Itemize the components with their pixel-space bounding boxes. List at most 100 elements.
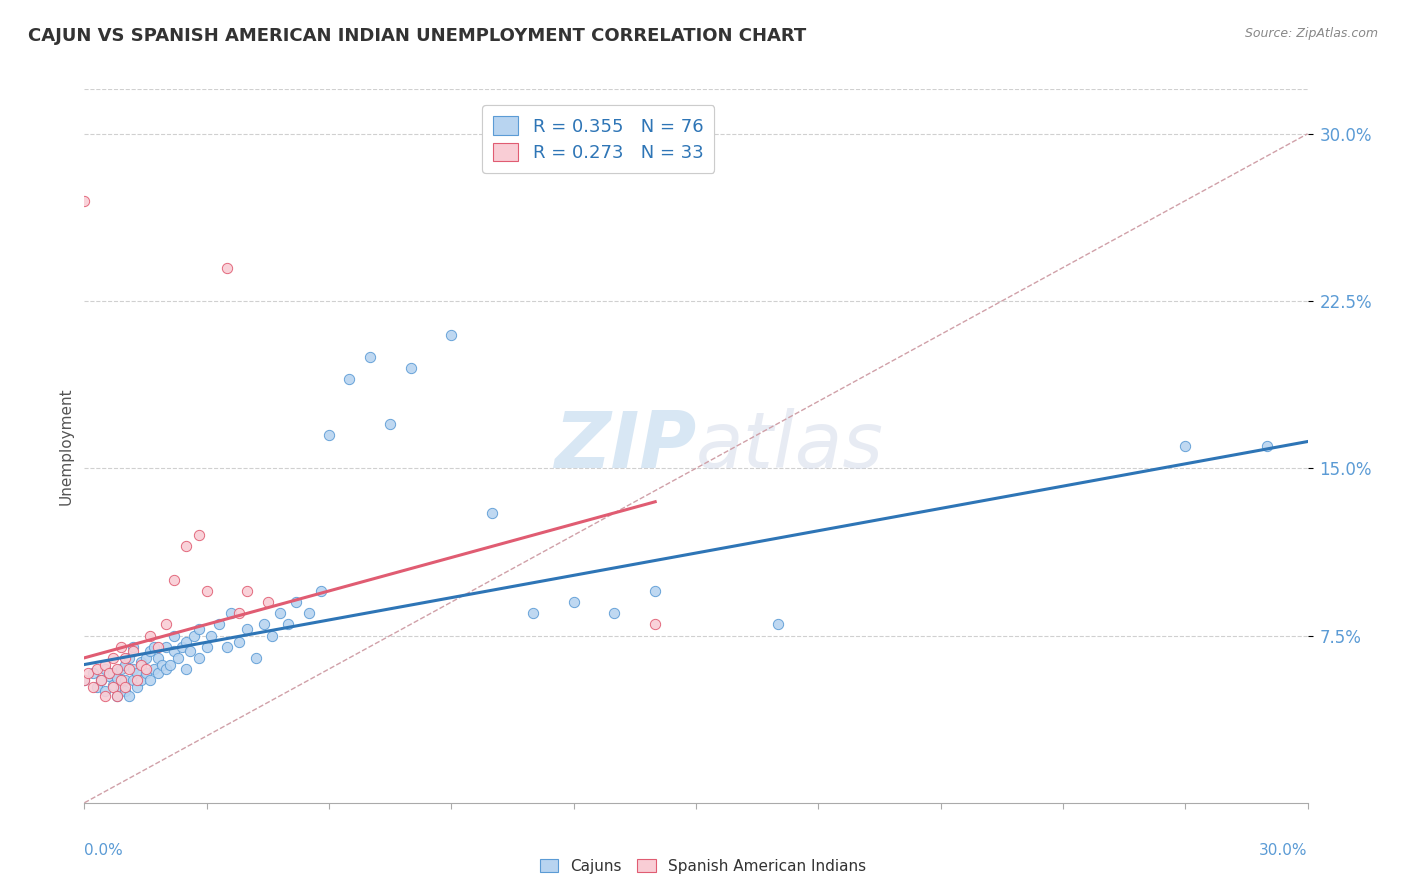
Point: [135, 651, 157, 665]
Point: [122, 640, 145, 654]
Point: [114, 657, 136, 672]
Point: [309, 583, 332, 598]
Point: [114, 651, 136, 665]
Point: [131, 655, 153, 669]
Point: [228, 635, 250, 649]
Point: [174, 662, 197, 676]
Point: [167, 651, 190, 665]
Point: [114, 680, 136, 694]
Point: [219, 607, 242, 621]
Point: [522, 607, 544, 621]
Point: [118, 689, 141, 703]
Point: [766, 617, 789, 632]
Point: [159, 657, 181, 672]
Point: [114, 673, 136, 687]
Point: [122, 662, 145, 676]
Point: [110, 673, 132, 687]
Point: [562, 595, 585, 609]
Point: [105, 689, 128, 703]
Point: [155, 662, 177, 676]
Point: [183, 628, 205, 642]
Point: [135, 666, 157, 681]
Point: [150, 657, 173, 672]
Point: [73, 673, 96, 687]
Point: [195, 583, 218, 598]
Text: ZIP: ZIP: [554, 408, 696, 484]
Point: [228, 607, 250, 621]
Point: [217, 640, 239, 654]
Point: [257, 595, 280, 609]
Point: [101, 678, 124, 692]
Text: atlas: atlas: [696, 408, 884, 484]
Point: [110, 640, 132, 654]
Point: [163, 573, 186, 587]
Point: [1256, 439, 1278, 453]
Point: [179, 644, 201, 658]
Point: [131, 673, 153, 687]
Point: [236, 583, 259, 598]
Point: [90, 673, 112, 687]
Point: [118, 662, 141, 676]
Point: [77, 666, 100, 681]
Point: [217, 260, 239, 275]
Point: [277, 617, 299, 632]
Point: [122, 644, 145, 658]
Point: [105, 689, 128, 703]
Point: [163, 628, 186, 642]
Point: [380, 417, 402, 431]
Point: [318, 427, 340, 442]
Point: [73, 673, 96, 687]
Legend: R = 0.355   N = 76, R = 0.273   N = 33: R = 0.355 N = 76, R = 0.273 N = 33: [482, 105, 714, 173]
Point: [127, 666, 149, 681]
Point: [127, 673, 149, 687]
Point: [174, 539, 197, 553]
Point: [135, 662, 157, 676]
Point: [245, 651, 267, 665]
Point: [644, 617, 666, 632]
Point: [399, 360, 422, 375]
Point: [93, 689, 115, 703]
Point: [200, 628, 222, 642]
Point: [101, 666, 124, 681]
Point: [187, 528, 209, 542]
Point: [187, 622, 209, 636]
Point: [114, 684, 136, 698]
Text: CAJUN VS SPANISH AMERICAN INDIAN UNEMPLOYMENT CORRELATION CHART: CAJUN VS SPANISH AMERICAN INDIAN UNEMPLO…: [28, 27, 807, 45]
Point: [1174, 439, 1197, 453]
Point: [603, 607, 626, 621]
Point: [86, 680, 108, 694]
Point: [298, 607, 321, 621]
Point: [359, 350, 381, 364]
Text: Source: ZipAtlas.com: Source: ZipAtlas.com: [1244, 27, 1378, 40]
Text: 0.0%: 0.0%: [84, 843, 124, 858]
Point: [82, 666, 104, 681]
Point: [172, 640, 194, 654]
Point: [82, 680, 104, 694]
Point: [146, 666, 169, 681]
Point: [260, 628, 283, 642]
Point: [236, 622, 259, 636]
Y-axis label: Unemployment: Unemployment: [58, 387, 73, 505]
Point: [163, 644, 186, 658]
Point: [269, 607, 291, 621]
Point: [440, 327, 463, 342]
Point: [138, 673, 160, 687]
Point: [142, 662, 165, 676]
Point: [285, 595, 308, 609]
Point: [73, 194, 96, 208]
Point: [131, 657, 153, 672]
Point: [105, 662, 128, 676]
Point: [105, 671, 128, 685]
Point: [118, 651, 141, 665]
Point: [122, 673, 145, 687]
Point: [97, 669, 120, 683]
Point: [644, 583, 666, 598]
Point: [155, 617, 177, 632]
Point: [110, 662, 132, 676]
Point: [339, 372, 360, 386]
Point: [142, 640, 165, 654]
Point: [195, 640, 218, 654]
Point: [187, 651, 209, 665]
Point: [146, 651, 169, 665]
Point: [90, 673, 112, 687]
